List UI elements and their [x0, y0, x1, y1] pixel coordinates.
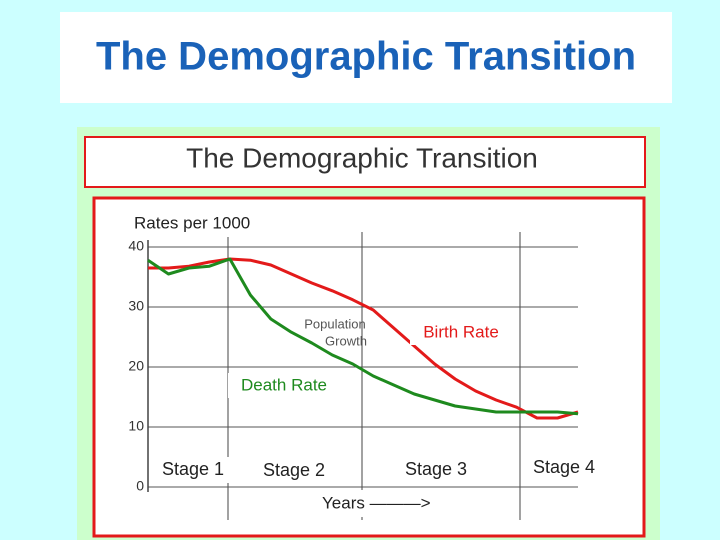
series-label-box: [228, 373, 340, 398]
stage-box: [153, 457, 233, 483]
chart-title-box: [84, 136, 646, 188]
y-axis-label: Rates per 1000: [134, 213, 250, 232]
annotation: Population: [304, 316, 365, 331]
stage-box: [396, 457, 476, 483]
stage-box: [254, 458, 334, 484]
annotation: Growth: [325, 333, 367, 348]
y-tick-label: 40: [128, 238, 144, 254]
x-label-box: [282, 490, 512, 517]
stage-label: Stage 2: [263, 460, 325, 480]
series-label: Death Rate: [241, 375, 327, 394]
y-tick-label: 10: [128, 418, 144, 434]
slide-title: The Demographic Transition: [96, 35, 636, 79]
y-label-box: [120, 210, 287, 237]
series-label: Birth Rate: [423, 322, 499, 341]
x-axis-label: Years ———>: [322, 493, 431, 512]
series-line: [148, 257, 579, 420]
series-label-box: [410, 320, 512, 345]
stage-box: [524, 455, 604, 481]
series-line: [147, 257, 579, 416]
stage-label: Stage 1: [162, 459, 224, 479]
stage-label: Stage 3: [405, 459, 467, 479]
plot: 0 10 20 30 40 Rates per 1000 Population Growth B…: [120, 210, 604, 520]
y-tick-label: 20: [128, 358, 144, 374]
y-tick-label: 30: [128, 298, 144, 314]
chart-title: The Demographic Transition: [186, 142, 538, 173]
stage-label: Stage 4: [533, 457, 595, 477]
title-box: [60, 12, 672, 103]
y-tick-label: 0: [136, 478, 144, 494]
